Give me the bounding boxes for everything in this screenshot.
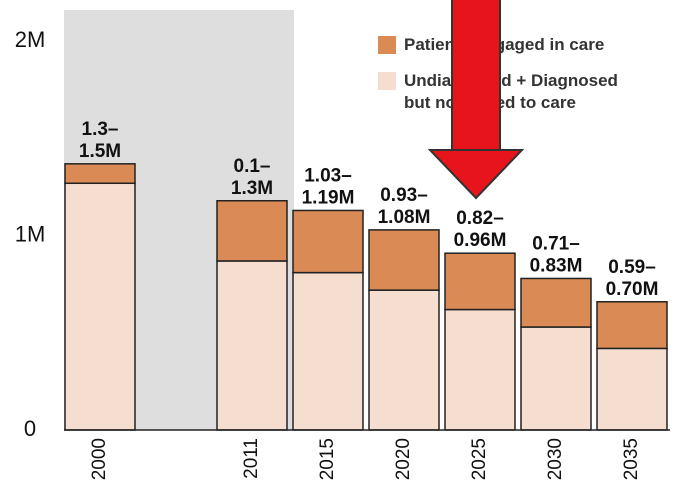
bar-annotation: 0.1– [234, 156, 271, 177]
bar-segment [520, 326, 592, 431]
legend-swatch [378, 72, 396, 90]
bar-segment [444, 252, 516, 311]
bar-annotation: 0.82– [456, 208, 504, 229]
bar-segment [368, 229, 440, 291]
y-tick-label: 0 [24, 416, 36, 441]
x-tick-label: 2011 [241, 438, 262, 479]
bar-annotation: 1.5M [79, 141, 121, 162]
x-tick-label: 2035 [621, 438, 642, 480]
bar-segment [64, 163, 136, 185]
bar-segment [520, 277, 592, 328]
plot [64, 163, 668, 431]
x-tick-label: 2030 [545, 438, 566, 480]
bar-annotation: 0.93– [380, 185, 428, 206]
bar-annotation: 0.83M [530, 255, 583, 276]
bar-annotation: 0.70M [606, 279, 659, 300]
bar-segment [444, 308, 516, 431]
bar-segment [368, 289, 440, 431]
legend: Patients engaged in care Undiagnosed + Di… [378, 35, 618, 112]
bar-segment [596, 347, 668, 431]
bar-annotation: 0.59– [608, 257, 656, 278]
bar-segment [596, 301, 668, 350]
bar-annotation: 0.71– [532, 233, 580, 254]
bar-segment [216, 260, 288, 431]
bar-annotation: 1.08M [378, 207, 431, 228]
y-tick-label: 2M [15, 27, 46, 52]
bar-annotation: 0.96M [454, 230, 507, 251]
legend-label: Patients engaged in care [404, 35, 605, 54]
bar-segment [64, 182, 136, 431]
bar-annotation: 1.03– [304, 165, 352, 186]
x-tick-label: 2015 [317, 438, 338, 480]
legend-label: Undiagnosed + Diagnosed but not linked t… [404, 71, 618, 112]
bar-segment [292, 209, 364, 274]
bar-segment [292, 271, 364, 431]
x-tick-label: 2025 [469, 438, 490, 480]
x-tick-label: 2000 [89, 438, 110, 480]
y-tick-label: 1M [15, 222, 46, 247]
bar-annotation: 1.3M [231, 178, 273, 199]
bar-annotation: 1.19M [302, 187, 355, 208]
bar-segment [216, 199, 288, 262]
red-arrow [427, 0, 525, 200]
legend-label-box: Undiagnosed + Diagnosed but not linked t… [404, 71, 618, 112]
legend-swatch [378, 36, 396, 54]
x-tick-label: 2020 [393, 438, 414, 480]
bar-annotation: 1.3– [82, 119, 119, 140]
